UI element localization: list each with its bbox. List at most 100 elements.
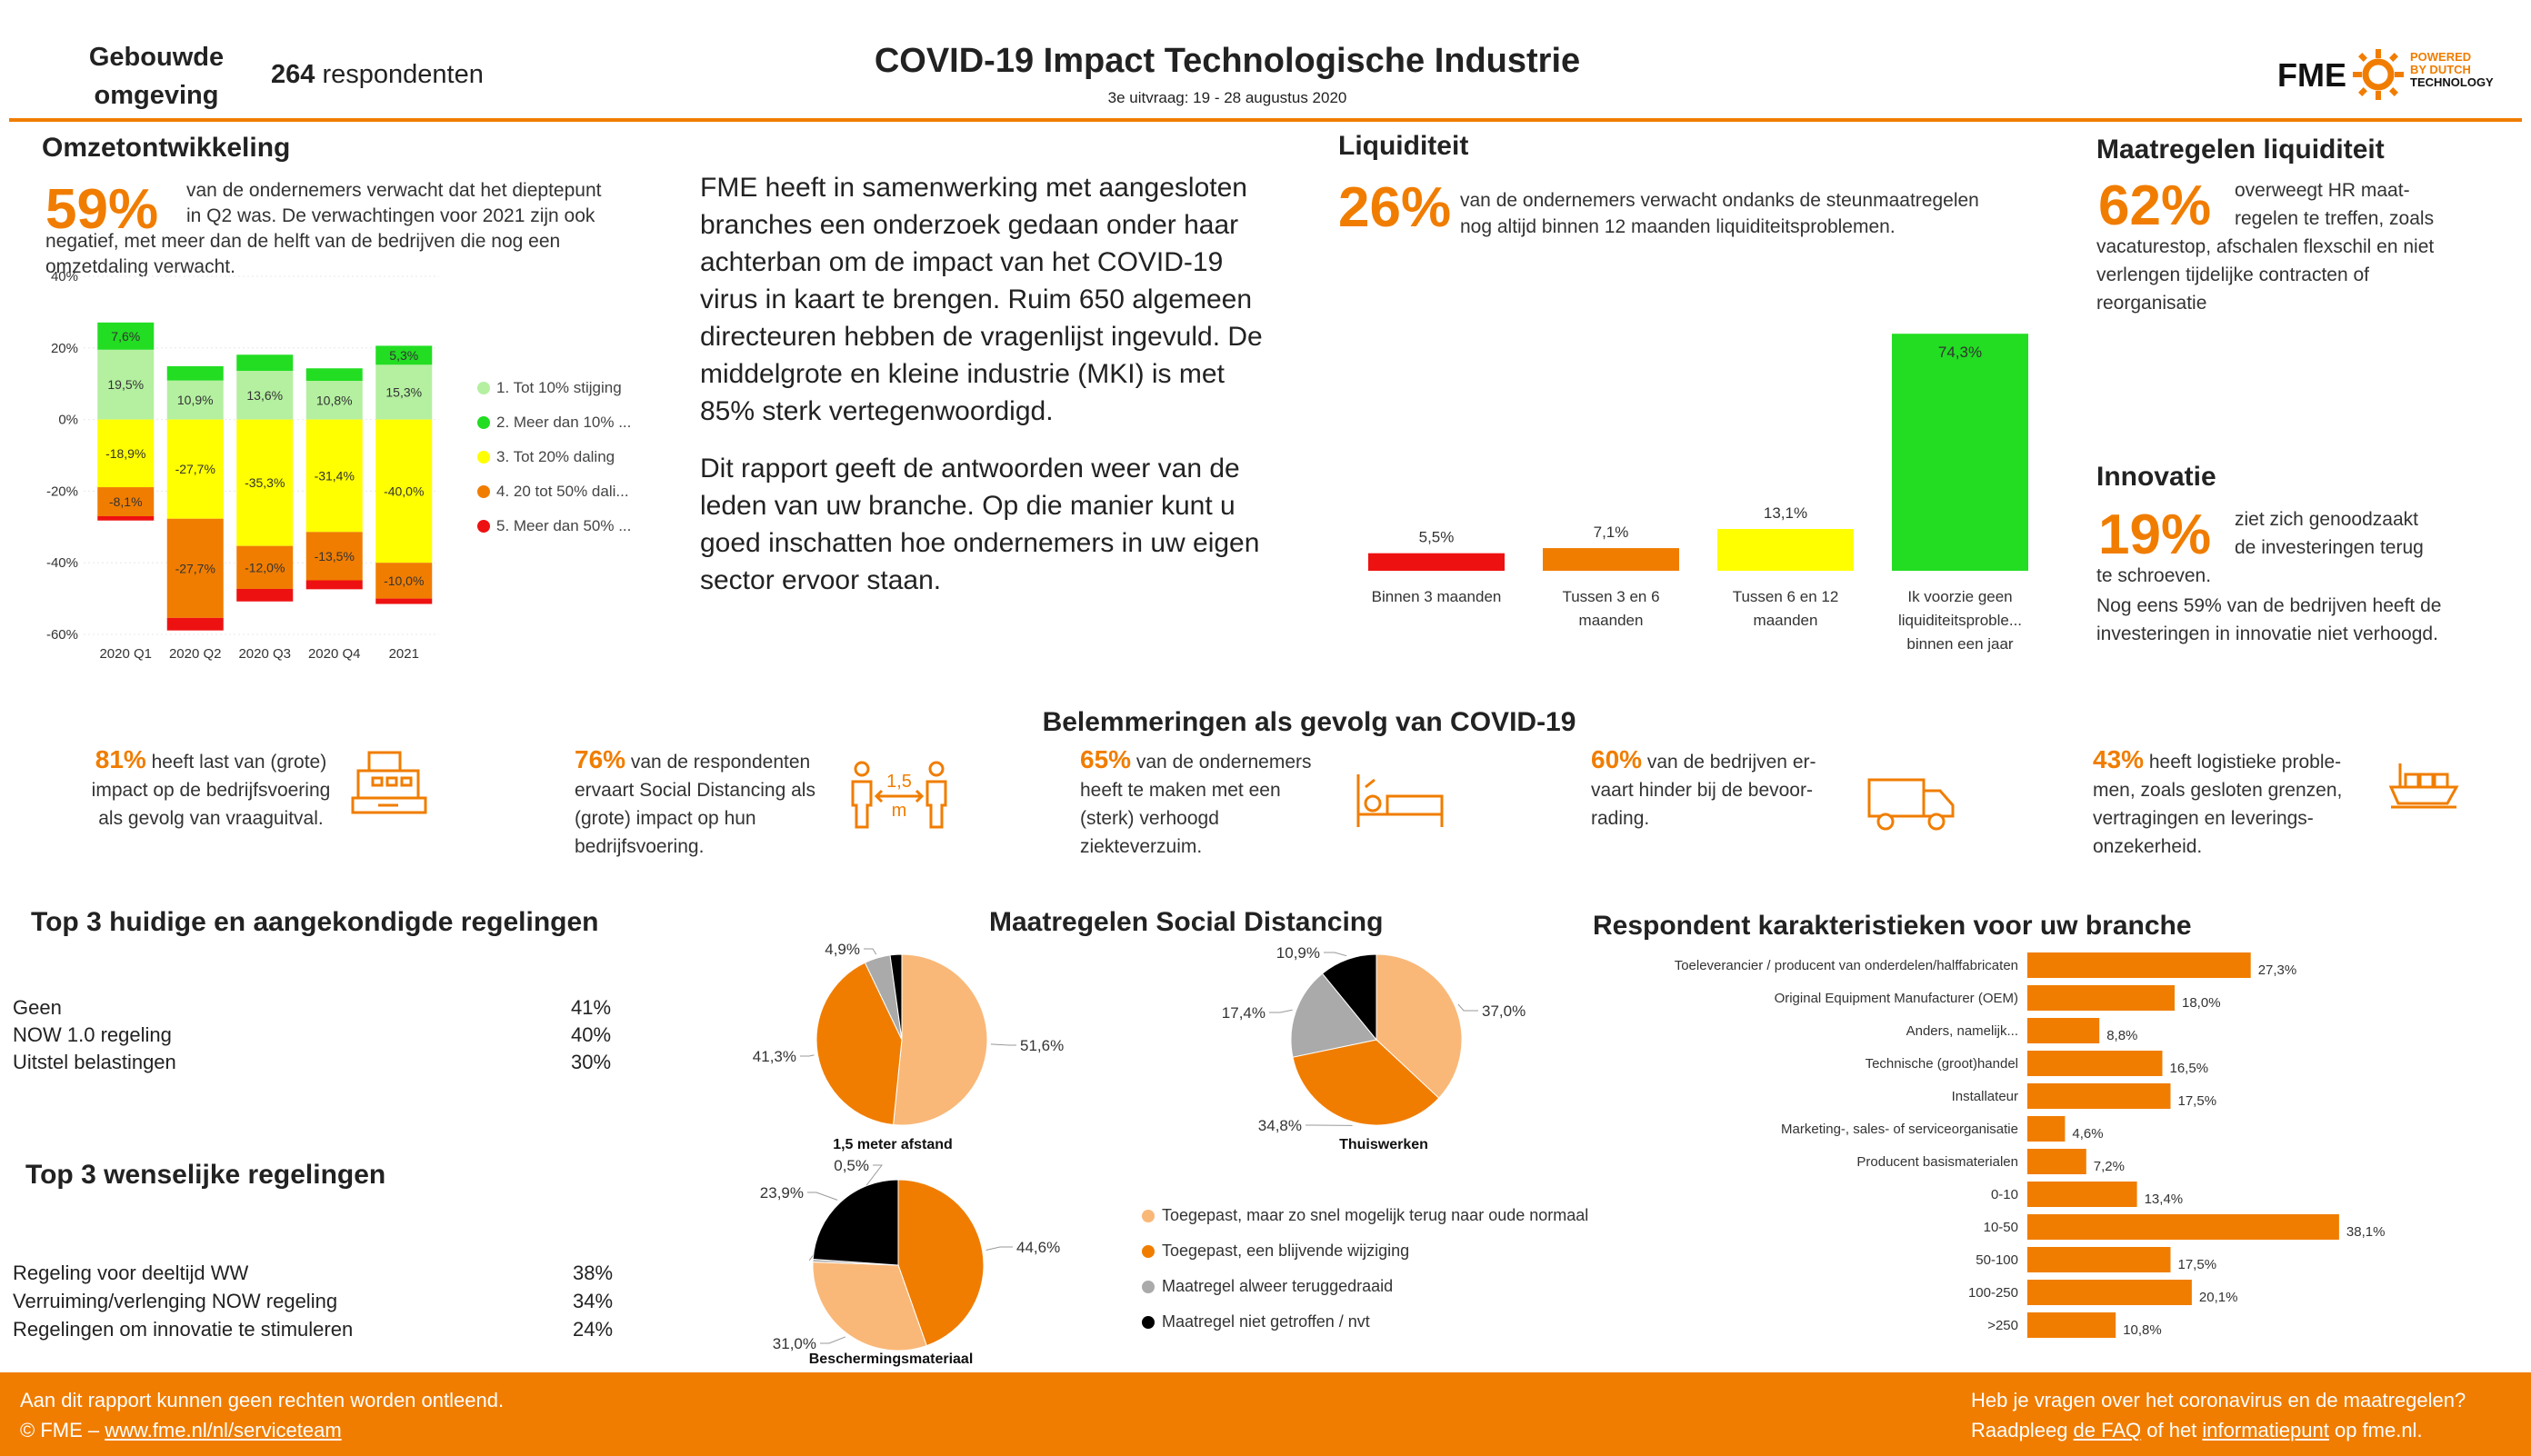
respondent-bar — [2027, 1018, 2100, 1043]
respondent-bar — [2027, 1116, 2066, 1142]
pie-leader-line — [864, 948, 877, 955]
footer-site: op fme.nl. — [2328, 1419, 2423, 1441]
liquiditeit-category-label: Tussen 3 en 6 — [1562, 588, 1659, 605]
footer-disclaimer: Aan dit rapport kunnen geen rechten word… — [20, 1389, 505, 1411]
respondents-count: 264 — [271, 60, 315, 89]
respondent-data-label: 8,8% — [2106, 1028, 2137, 1043]
omzet-data-label: -27,7% — [175, 561, 215, 575]
powered-line-1: POWERED — [2410, 50, 2472, 64]
omzet-data-label: -18,9% — [105, 446, 145, 461]
pie-slice — [897, 1179, 985, 1347]
omzet-bar-segment — [305, 532, 363, 581]
belemmering-line: bedrijfsvoering. — [575, 836, 705, 857]
informatiepunt-link[interactable]: informatiepunt — [2202, 1419, 2329, 1441]
distance-text-1: 1,5 — [886, 772, 912, 792]
omzet-bar-segment — [236, 371, 294, 420]
omzet-data-label: -35,3% — [245, 475, 285, 490]
fme-logo: FME POWERED BY DUTCH TECHNOLOGY — [2277, 47, 2514, 111]
pie-leader-line — [800, 1054, 815, 1057]
respondent-title: Respondent karakteristieken voor uw bran… — [1593, 911, 2192, 941]
omzet-data-label: 19,5% — [107, 377, 144, 392]
omzet-category-label: 2021 — [389, 646, 419, 662]
social-distancing-charts: 51,6% 41,3% 4,9% 1,5 meter afstand 37,0% 34,8… — [753, 941, 1526, 1367]
omzet-bar-segment — [236, 354, 294, 372]
liquiditeit-bar — [1368, 553, 1505, 571]
truck-icon — [1866, 771, 1956, 839]
omzet-bar-segment — [375, 563, 433, 599]
belemmering-line: rading. — [1591, 808, 1650, 829]
respondent-category-label: Anders, namelijk... — [1906, 1023, 2018, 1039]
omzet-bar-segment — [305, 381, 363, 420]
social-distance-icon: 1,5 m — [849, 760, 949, 837]
liquiditeit-category-label: liquiditeitsproble... — [1898, 612, 2022, 629]
omzet-legend-label: 2. Meer dan 10% ... — [496, 414, 631, 431]
regeling-label: Regeling voor deeltijd WW — [13, 1262, 249, 1284]
serviceteam-link[interactable]: www.fme.nl/nl/serviceteam — [105, 1419, 342, 1441]
liquiditeit-bar — [1892, 334, 2028, 571]
innovatie-text-4: Nog eens 59% van de bedrijven heeft de — [2096, 595, 2442, 616]
respondent-category-label: Marketing-, sales- of serviceorganisatie — [1781, 1122, 2018, 1137]
top3-huidig-title: Top 3 huidige en aangekondigde regelinge… — [31, 907, 599, 937]
faq-link[interactable]: de FAQ — [2073, 1419, 2142, 1441]
powered-line-2: BY DUTCH — [2410, 63, 2471, 76]
innovatie-text-5: investeringen in innovatie niet verhoogd… — [2096, 623, 2438, 644]
respondent-category-label: 100-250 — [1968, 1285, 2018, 1301]
omzet-bar-segment — [375, 598, 433, 604]
respondent-bar — [2027, 1312, 2116, 1338]
pie-data-label: 44,6% — [1016, 1239, 1060, 1256]
belemmering-pct: 81% — [95, 745, 146, 773]
liquiditeit-data-label: 13,1% — [1764, 504, 1807, 522]
omzet-data-label: 10,8% — [316, 393, 353, 407]
belemmering-line: onzekerheid. — [2093, 836, 2203, 857]
respondent-data-label: 16,5% — [2170, 1061, 2209, 1076]
respondent-data-label: 20,1% — [2199, 1290, 2238, 1305]
respondent-bar — [2027, 1214, 2339, 1240]
omzet-data-label: -31,4% — [315, 468, 355, 483]
belemmering-text: van de bedrijven er- — [1642, 752, 1816, 773]
liquiditeit-chart: 5,5% Binnen 3 maanden 7,1% Tussen 3 en 6 maa… — [1368, 334, 2028, 653]
footer-contact: © FME – www.fme.nl/nl/serviceteam — [20, 1415, 504, 1445]
omzet-bar-segment — [375, 345, 433, 365]
pie-leader-line — [1269, 1009, 1293, 1013]
respondent-category-label: Technische (groot)handel — [1866, 1056, 2018, 1072]
footer-right: Heb je vragen over het coronavirus en de… — [1971, 1385, 2466, 1445]
respondent-category-label: 0-10 — [1991, 1187, 2018, 1202]
pie-slice — [1321, 953, 1377, 1042]
liquiditeit-category-label: binnen een jaar — [1906, 635, 2014, 653]
maatregelen-liq-text-4: verlengen tijdelijke contracten of — [2096, 264, 2370, 285]
omzet-data-label: -13,5% — [315, 549, 355, 563]
belemmering-item: 60% van de bedrijven er-vaart hinder bij… — [1591, 745, 1882, 833]
omzet-bar-segment — [166, 380, 224, 420]
maatregelen-liq-text-3: vacaturestop, afschalen flexschil en nie… — [2096, 236, 2435, 257]
legend-dot-icon — [1142, 1315, 1155, 1329]
powered-by: POWERED BY DUTCH TECHNOLOGY — [2410, 51, 2494, 89]
innovatie-text: ziet zich genoodzaakt de investeringen t… — [2096, 505, 2515, 648]
maatregelen-liq-text-5: reorganisatie — [2096, 293, 2207, 314]
omzet-bar-segment — [97, 322, 155, 350]
omzet-title: Omzetontwikkeling — [42, 133, 291, 163]
pie-data-label: 41,3% — [753, 1048, 796, 1065]
omzet-bar-segment — [166, 518, 224, 618]
regeling-value: 30% — [571, 1051, 612, 1073]
omzet-ytick-label: -40% — [46, 555, 78, 571]
belemmering-line: 76% van de respondenten — [575, 745, 865, 776]
respondents-label: respondenten — [322, 60, 484, 89]
legend-dot-icon — [1142, 1244, 1155, 1258]
innovatie-title: Innovatie — [2096, 462, 2216, 492]
omzet-legend-marker — [477, 416, 490, 429]
innovatie-pct: 19% — [2098, 504, 2212, 566]
belemmering-line: vaart hinder bij de bevoor- — [1591, 780, 1813, 801]
omzet-data-label: 10,9% — [177, 393, 214, 407]
gear-icon — [2353, 49, 2404, 100]
omzet-data-label: 13,6% — [246, 388, 283, 403]
omzet-legend-marker — [477, 520, 490, 533]
maatregelen-liq-text-2: regelen te treffen, zoals — [2235, 208, 2435, 229]
page-title: COVID-19 Impact Technologische Industrie — [874, 42, 1581, 80]
omzet-category-label: 2020 Q3 — [238, 646, 291, 662]
pie-slice — [1290, 972, 1377, 1058]
omzet-legend-marker — [477, 382, 490, 394]
footer: Aan dit rapport kunnen geen rechten word… — [0, 1372, 2531, 1456]
omzet-data-label: -8,1% — [109, 494, 143, 509]
belemmering-item: 76% van de respondenten ervaart Social Di… — [575, 745, 865, 861]
belemmering-text: van de ondernemers — [1131, 752, 1312, 773]
